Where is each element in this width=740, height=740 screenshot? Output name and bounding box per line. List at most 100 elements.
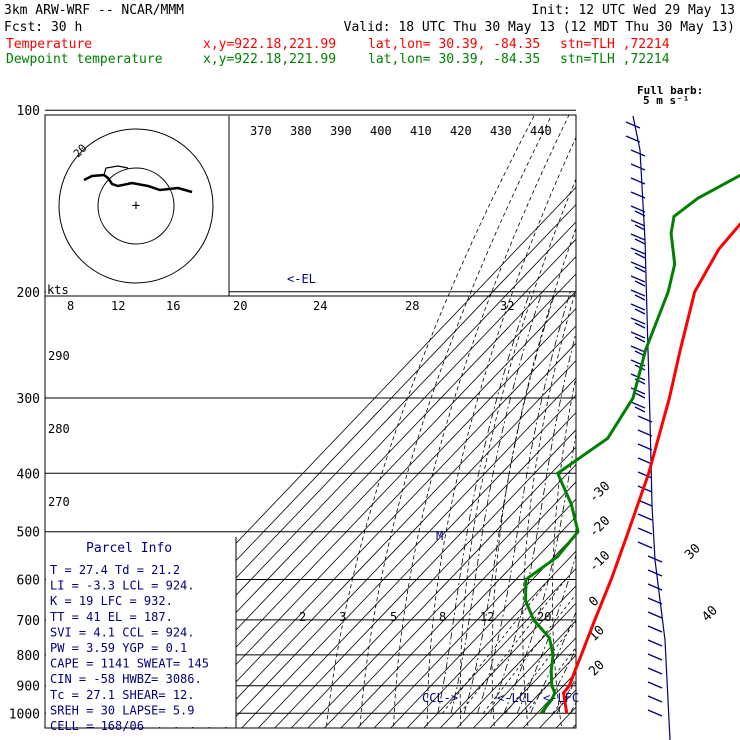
wind-barb [630,275,646,283]
mixing-ratio-line [482,593,576,714]
wind-barb [647,569,663,577]
speed-tick-16: 16 [166,299,180,313]
wind-barb [634,336,646,343]
moist-adiabat [463,291,556,714]
wind-barb [634,280,646,287]
pressure-label: 300 [17,392,40,407]
wind-barb [637,485,653,493]
dry-adiabat [359,115,553,727]
dry-adiabat [687,110,740,726]
isotherm-line [473,619,576,728]
theta-label-400: 400 [370,124,392,138]
wind-barb [634,266,646,273]
speed-tick-8: 8 [67,299,74,313]
moist-adiabat [477,291,571,714]
wind-barb [630,191,646,199]
wind-barbs [625,115,671,740]
parcel-info-box: Parcel Info T = 27.4 Td = 21.2 LI = -3.3 … [46,537,237,733]
pressure-label: 1000 [9,707,40,722]
wind-barb [630,247,646,255]
mixing-ratio-label-3: 3 [339,610,346,624]
isotherm-label: -10 [586,548,613,575]
pressure-label: 500 [17,526,40,541]
parcel-info-row: CAPE = 1141 SWEAT= 145 [50,657,209,671]
full-barb-label: Full barb: [637,84,703,97]
speed-tick-24: 24 [313,299,327,313]
dewpoint-latlon: lat,lon= 30.39, -84.35 [368,52,540,67]
wind-barb [647,625,663,633]
wind-barb [634,238,646,245]
isotherm-line [224,359,576,728]
moist-adiabat [450,291,543,714]
moist-adiabat [503,431,576,714]
temperature-profile [561,222,740,714]
isotherm-line [241,377,576,728]
temperature-xy: x,y=922.18,221.99 [203,37,336,52]
level-annotations: <-EL M CCL-> <-LCL <-LFC [287,272,579,705]
isotherm-line [158,290,576,728]
wind-barb [630,163,646,171]
dry-adiabat [393,115,570,727]
parcel-info-row: SVI = 4.1 CCL = 924. [50,625,195,639]
dry-adiabat [712,110,740,726]
isotherm-line [423,567,576,728]
moist-adiabat [516,552,576,714]
isotherm-line [622,115,740,728]
hodograph-origin-icon: + [132,198,140,214]
dry-adiabat [491,226,576,727]
wind-barb [634,224,646,231]
temperature-latlon: lat,lon= 30.39, -84.35 [368,37,540,52]
moist-adiabat [543,647,576,714]
wind-barb [630,345,646,353]
dry-adiabat [459,177,576,727]
pressure-label: 100 [17,104,40,119]
valid-time: Valid: 18 UTC Thu 30 May 13 (12 MDT Thu … [344,20,735,35]
parcel-info-row: Tc = 27.1 SHEAR= 12. [50,688,195,702]
wind-barb [637,443,653,451]
dewpoint-legend: Dewpoint temperature [6,52,163,67]
mixing-ratio-label-8: 8 [439,610,446,624]
moist-adiabat [583,292,740,714]
parcel-info-row: PW = 3.59 YGP = 0.1 [50,641,187,655]
theta-label-440: 440 [530,124,552,138]
wind-barb [630,289,646,297]
dry-adiabat [522,288,576,727]
wind-barb [634,252,646,259]
wind-barb [637,429,653,437]
mixing-ratio-lines [442,579,576,714]
theta-label-280: 280 [48,422,70,436]
wind-barb [630,303,646,311]
speed-tick-12: 12 [111,299,125,313]
isotherm-line [606,115,740,728]
parcel-info-row: LI = -3.3 LCL = 924. [50,579,195,593]
theta-label-390: 390 [330,124,352,138]
isotherm-line [357,498,576,728]
wind-barb [634,294,646,301]
parcel-info-row: SREH = 30 LAPSE= 5.9 [50,703,195,717]
dewpoint-xy: x,y=922.18,221.99 [203,52,336,67]
theta-label-380: 380 [290,124,312,138]
parcel-info-row: T = 27.4 Td = 21.2 [50,563,180,577]
speed-tick-32: 32 [500,299,514,313]
isotherm-line [522,671,576,728]
wind-barb [647,611,663,619]
temperature-station: stn=TLH ,72214 [560,37,670,52]
wind-barb [630,317,646,325]
theta-label-420: 420 [450,124,472,138]
isotherm-line [406,550,576,728]
wind-barb-legend: Full barb: 5 m s⁻¹ [637,84,703,107]
isotherm-line [390,533,576,728]
isotherm-label: -20 [586,513,613,540]
wind-barb [637,471,653,479]
isotherm-label: -30 [586,479,613,506]
forecast-hour: Fcst: 30 h [4,20,82,35]
moist-adiabat [490,331,576,714]
isotherm-line [340,481,576,728]
dewpoint-station: stn=TLH ,72214 [560,52,670,67]
wind-barb [630,233,646,241]
mixing-ratio-labels: 2 3 5 8 12 20 [299,610,551,624]
wind-barb [637,457,653,465]
mixing-ratio-label-20: 20 [537,610,551,624]
theta-label-290: 290 [48,349,70,363]
